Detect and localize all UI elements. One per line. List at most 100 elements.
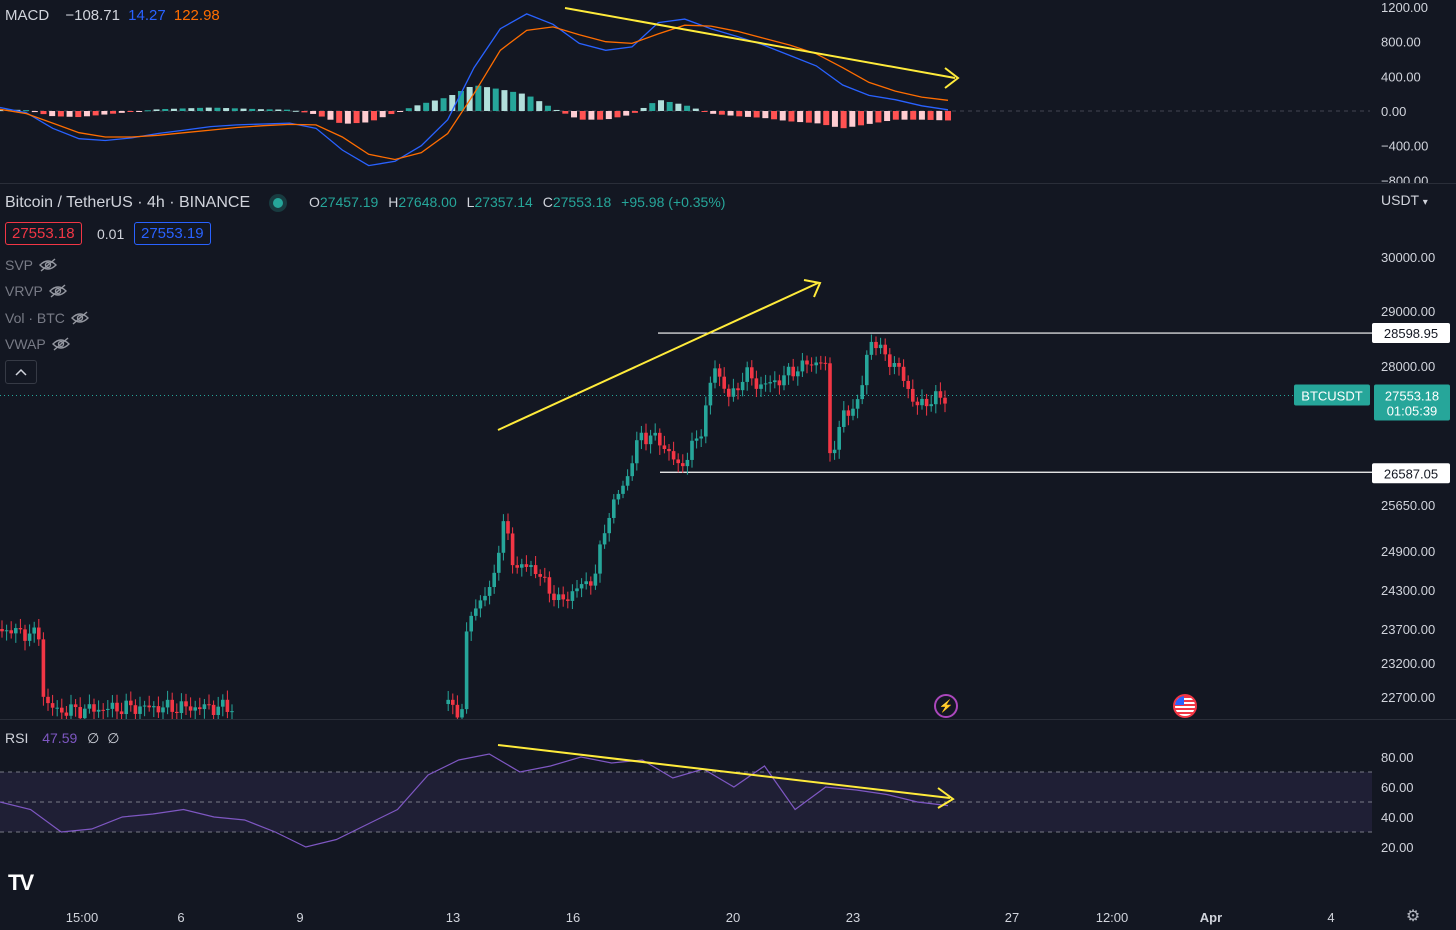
overlay-vrvp[interactable]: VRVP — [5, 283, 67, 299]
candle-body — [888, 354, 892, 367]
macd-histogram-bar — [249, 108, 256, 111]
rsi-pane[interactable]: 80.00 60.00 40.00 20.00 RSI 47.59 ∅ ∅ TV — [0, 720, 1456, 900]
overlay-svp[interactable]: SVP — [5, 257, 58, 273]
candle-body — [777, 380, 782, 386]
candle-body — [32, 627, 36, 634]
candle-body — [796, 371, 800, 377]
overlay-label: Vol · BTC — [5, 310, 65, 326]
macd-histogram-bar — [388, 111, 395, 115]
macd-label: MACD — [5, 7, 50, 24]
candle-body — [823, 362, 828, 364]
macd-histogram-bar — [66, 111, 73, 117]
price-axis-tick: 22700.00 — [1381, 690, 1435, 705]
candle-body — [225, 699, 230, 712]
rsi-extra-2: ∅ — [107, 730, 120, 746]
buy-button[interactable]: 27553.19 — [134, 222, 211, 245]
candle-body — [731, 388, 736, 397]
rsi-extra-1: ∅ — [87, 730, 100, 746]
collapse-legend-button[interactable] — [5, 360, 37, 384]
candle-body — [492, 572, 496, 588]
price-axis-tick: 24300.00 — [1381, 583, 1435, 598]
candle-body — [860, 385, 864, 400]
candle-body — [892, 363, 897, 367]
eye-off-icon[interactable] — [48, 284, 67, 298]
candle-body — [791, 366, 795, 377]
price-axis-tick: 28000.00 — [1381, 359, 1435, 374]
candle-body — [722, 376, 726, 389]
macd-histogram-bar — [31, 111, 38, 113]
macd-histogram-bar — [431, 100, 438, 111]
eye-off-icon[interactable] — [39, 258, 58, 272]
candle-body — [510, 533, 515, 566]
rsi-axis-tick: 40.00 — [1381, 810, 1414, 825]
macd-axis-tick: 1200.00 — [1381, 0, 1428, 15]
macd-legend[interactable]: MACD −108.71 14.27 122.98 — [5, 7, 220, 24]
symbol-tag-label: BTCUSDT — [1301, 388, 1362, 403]
macd-axis-tick: 0.00 — [1381, 104, 1406, 119]
time-axis[interactable]: 15:00 6 9 13 16 20 23 27 12:00 Apr 4 ⚙ — [0, 900, 1456, 930]
candle-body — [161, 707, 165, 713]
candle-body — [621, 485, 625, 494]
candle-body — [501, 521, 506, 553]
pane-separator[interactable] — [0, 183, 1456, 184]
macd-hist-value: −108.71 — [65, 7, 120, 24]
candle-body — [865, 354, 869, 386]
close-label: C — [542, 194, 553, 210]
candle-body — [915, 401, 920, 406]
currency-selector[interactable]: USDT ▾ — [1381, 192, 1428, 208]
time-axis-tick: Apr — [1200, 910, 1222, 925]
macd-histogram-bar — [153, 109, 160, 111]
macd-histogram-bar — [423, 102, 430, 111]
eye-off-icon[interactable] — [70, 311, 89, 325]
price-axis-tick: 25650.00 — [1381, 498, 1435, 513]
price-trendline-arrowhead — [803, 279, 822, 298]
rsi-axis-tick: 20.00 — [1381, 840, 1414, 855]
candle-body — [874, 341, 878, 349]
eye-off-icon[interactable] — [51, 337, 70, 351]
macd-histogram-bar — [492, 88, 499, 111]
open-value: 27457.19 — [319, 194, 379, 210]
candle-body — [520, 564, 524, 568]
macd-histogram-bar — [466, 87, 473, 111]
macd-histogram-bar — [710, 111, 717, 114]
macd-histogram-bar — [684, 105, 691, 111]
price-axis-tick: 29000.00 — [1381, 304, 1435, 319]
candle-body — [920, 398, 924, 406]
macd-histogram-bar — [657, 100, 664, 111]
macd-histogram-bar — [840, 111, 847, 129]
tradingview-logo[interactable]: TV — [8, 870, 34, 895]
price-pane[interactable]: 30000.0029000.0028000.0026400.0025650.00… — [0, 184, 1456, 719]
candle-body — [740, 381, 745, 391]
macd-histogram-bar — [197, 107, 204, 111]
sell-button[interactable]: 27553.18 — [5, 222, 82, 245]
settings-gear-icon[interactable]: ⚙ — [1405, 908, 1421, 925]
lightning-event-icon[interactable]: ⚡ — [934, 694, 958, 718]
time-axis-tick: 12:00 — [1096, 910, 1129, 925]
candle-body — [805, 360, 809, 365]
macd-pane[interactable]: 1200.00 800.00 400.00 0.00 −400.00 −800.00 MA… — [0, 0, 1456, 183]
symbol-legend[interactable]: Bitcoin / TetherUS · 4h · BINANCE O27457… — [5, 194, 725, 212]
candle-body — [18, 628, 23, 630]
candle-body — [814, 362, 818, 366]
candle-body — [96, 709, 101, 712]
candle-body — [552, 593, 556, 601]
candle-body — [809, 364, 814, 366]
candle-body — [515, 565, 519, 568]
macd-histogram-bar — [92, 111, 99, 116]
candle-body — [745, 367, 749, 382]
candle-body — [41, 639, 46, 697]
market-status-dot[interactable] — [272, 197, 283, 208]
macd-histogram-bar — [831, 111, 838, 127]
pane-separator[interactable] — [0, 719, 1456, 720]
macd-trendline-arrowhead — [944, 67, 960, 89]
candle-body — [938, 391, 943, 398]
time-axis-tick: 15:00 — [66, 910, 99, 925]
overlay-vwap[interactable]: VWAP — [5, 336, 70, 352]
us-flag-event-icon[interactable] — [1173, 694, 1197, 718]
candle-body — [786, 366, 791, 376]
macd-histogram-bar — [692, 108, 699, 111]
candle-body — [142, 705, 147, 707]
rsi-legend[interactable]: RSI 47.59 ∅ ∅ — [5, 730, 119, 747]
overlay-volume[interactable]: Vol · BTC — [5, 310, 89, 326]
candle-body — [685, 459, 690, 467]
